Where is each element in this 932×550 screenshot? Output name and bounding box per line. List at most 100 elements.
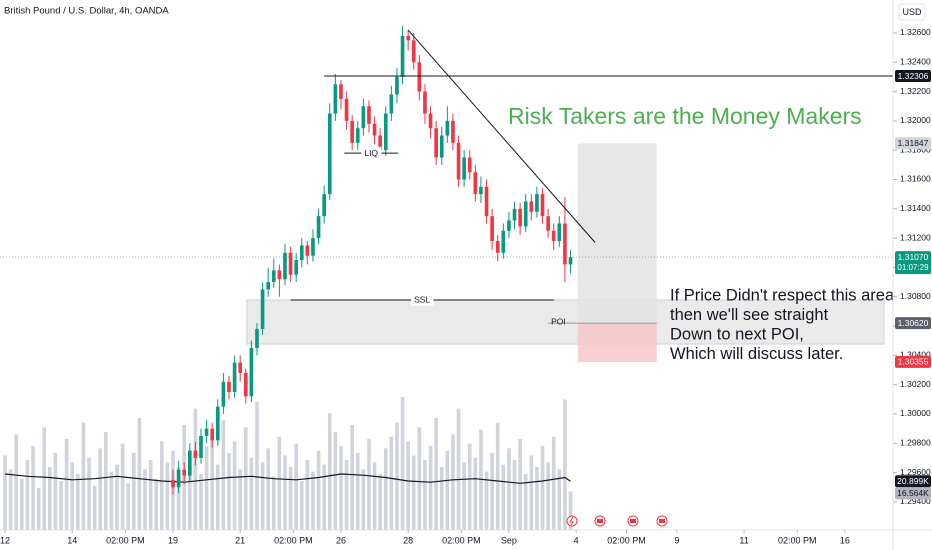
candle-body [333, 84, 338, 114]
volume-bar [389, 436, 394, 530]
volume-bar [294, 443, 298, 530]
chart-title: British Pound / U.S. Dollar, 4h, OANDA [4, 6, 169, 17]
candle-body [557, 223, 562, 242]
volume-bar [232, 441, 237, 530]
volume-bar [383, 448, 388, 530]
volume-bar [76, 474, 80, 530]
candle-body [322, 194, 326, 217]
event-icon-bolt [569, 516, 574, 526]
volume-bar [512, 460, 517, 530]
x-tick-label: 02:00 PM [607, 535, 646, 545]
volume-bar [495, 422, 500, 530]
candle-body [350, 120, 354, 143]
volume-bar [98, 448, 103, 530]
candle-body [400, 35, 405, 77]
volume-ma-line [4, 473, 571, 484]
volume-bar [8, 469, 13, 530]
ssl-label-bg [411, 293, 434, 306]
y-tick-label: 1.32200 [900, 86, 931, 96]
candle-body [176, 469, 181, 488]
volume-bar [48, 467, 52, 530]
candle-body [568, 257, 573, 265]
candle-body [456, 142, 461, 180]
headline: Risk Takers are the Money Makers [508, 103, 862, 129]
volume-bar [70, 462, 75, 530]
event-icon[interactable] [566, 515, 578, 527]
candle-body [361, 106, 366, 129]
volume-bar [507, 448, 511, 530]
last-price-badge-bg [895, 251, 931, 275]
volume-bar [249, 457, 254, 530]
volume-bar [529, 455, 534, 530]
candle-body [327, 113, 332, 195]
y-tick-label: 1.30000 [900, 408, 931, 418]
candle-body [193, 450, 198, 458]
volume-bar [199, 474, 203, 530]
volume-bar [299, 481, 304, 530]
y-tick-label: 1.31200 [900, 232, 931, 242]
y-tick-label: 1.29400 [900, 496, 931, 506]
event-icon-flag [659, 519, 665, 523]
volume-badge-bg [895, 487, 931, 500]
volume-bar [109, 471, 114, 530]
x-tick-label: Sep [501, 535, 517, 545]
volume-bar [227, 453, 231, 530]
volume-bar [523, 474, 528, 530]
volume-bar [411, 455, 416, 530]
x-tick-label: 12 [0, 535, 10, 545]
volume-bar [92, 485, 97, 530]
volume-bar [204, 446, 209, 530]
candle-body [428, 113, 433, 129]
candle-body [484, 186, 489, 217]
x-tick-label: 02:00 PM [106, 535, 145, 545]
volume-bar [53, 453, 58, 530]
trendline [407, 29, 596, 243]
volume-bar [322, 464, 326, 530]
y-tick-label: 1.31600 [900, 174, 931, 184]
volume-bar [283, 455, 287, 530]
volume-bar [176, 467, 181, 530]
volume-bar [350, 425, 354, 530]
volume-bar [361, 469, 366, 530]
volume-bar [406, 441, 410, 530]
volume-bar [243, 427, 248, 530]
candle-body [243, 372, 248, 397]
volume-ma-badge: 20.899K [897, 476, 929, 486]
currency: USD [902, 7, 922, 17]
volume-bar [120, 443, 125, 530]
candle-body [260, 289, 265, 329]
candle-body [232, 362, 237, 392]
resistance-badge-bg [895, 70, 931, 83]
candle-body [249, 348, 254, 397]
volume-bar [42, 427, 47, 530]
candle-body [288, 252, 293, 275]
volume-bar [64, 439, 69, 530]
position-target-zone [577, 143, 657, 324]
volume-bar [540, 446, 545, 530]
volume-bar [434, 418, 438, 530]
volume-bar [3, 455, 7, 530]
y-tick-label: 1.30200 [900, 379, 931, 389]
event-icon-flag [630, 519, 636, 523]
volume-bar [103, 432, 108, 530]
candle-body [406, 35, 410, 41]
volume-bar [266, 448, 270, 530]
countdown: 01:07:29 [897, 263, 929, 272]
candle-body [171, 479, 175, 488]
x-tick-label: 21 [235, 535, 245, 545]
volume-bar [193, 408, 198, 530]
candle-body [383, 113, 388, 151]
candle-body [199, 435, 203, 458]
x-tick-label: 4 [574, 535, 579, 545]
volume-bar [563, 399, 567, 530]
note-line: Down to next POI, [670, 325, 804, 343]
candle-body [367, 106, 371, 124]
candle-body [395, 76, 399, 95]
liq-label-bg [361, 146, 382, 159]
y-tick-label: 1.32400 [900, 57, 931, 67]
x-tick-label: 14 [67, 535, 77, 545]
currency-box[interactable] [898, 3, 926, 21]
target-badge: 1.31847 [898, 138, 929, 148]
